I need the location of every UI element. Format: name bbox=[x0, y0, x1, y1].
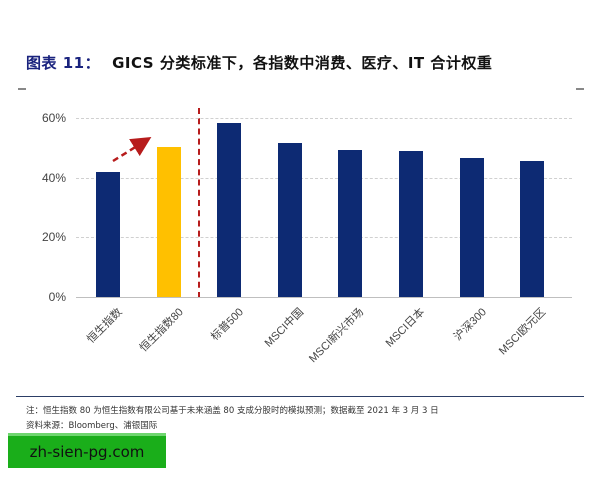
bar bbox=[338, 150, 363, 297]
bar-chart: 0% 20% 40% 60% 恒生指数 恒生指数80 标普500 MSCI中国 MSCI新兴市场… bbox=[41, 108, 572, 365]
bar bbox=[520, 160, 545, 297]
footer-rule bbox=[16, 396, 584, 397]
chart-title-text: GICS 分类标准下，各指数中消费、医疗、IT 合计权重 bbox=[112, 54, 493, 72]
footnote: 注：恒生指数 80 为恒生指数有限公司基于未来涵盖 80 支成分股时的模拟预测；… bbox=[26, 406, 439, 416]
corner-mark-right bbox=[576, 88, 584, 90]
gridline bbox=[76, 118, 572, 119]
bar bbox=[459, 157, 484, 297]
watermark: zh-sien-pg.com bbox=[8, 433, 166, 468]
corner-mark-left bbox=[18, 88, 26, 90]
chart-title: 图表 11： GICS 分类标准下，各指数中消费、医疗、IT 合计权重 bbox=[26, 52, 492, 73]
gridline bbox=[76, 177, 572, 179]
bar bbox=[399, 150, 423, 297]
y-tick-label: 40% bbox=[41, 170, 66, 185]
y-tick-label: 60% bbox=[41, 111, 66, 125]
bar bbox=[217, 122, 242, 297]
separator-line bbox=[198, 108, 200, 298]
y-tick-label: 0% bbox=[48, 290, 66, 304]
source-note: 资料来源：Bloomberg、浦银国际 bbox=[26, 421, 158, 431]
y-tick-label: 20% bbox=[41, 230, 66, 245]
bar bbox=[277, 143, 302, 297]
trend-arrow-icon bbox=[112, 137, 152, 163]
x-axis-line bbox=[76, 297, 572, 298]
figure-number: 图表 11： bbox=[26, 54, 101, 72]
gridline bbox=[76, 237, 572, 239]
bar bbox=[156, 146, 181, 297]
bar bbox=[96, 171, 120, 297]
